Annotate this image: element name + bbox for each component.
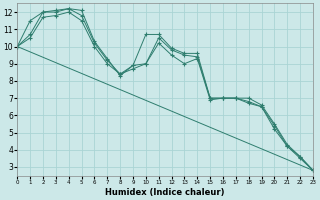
X-axis label: Humidex (Indice chaleur): Humidex (Indice chaleur) [105, 188, 225, 197]
